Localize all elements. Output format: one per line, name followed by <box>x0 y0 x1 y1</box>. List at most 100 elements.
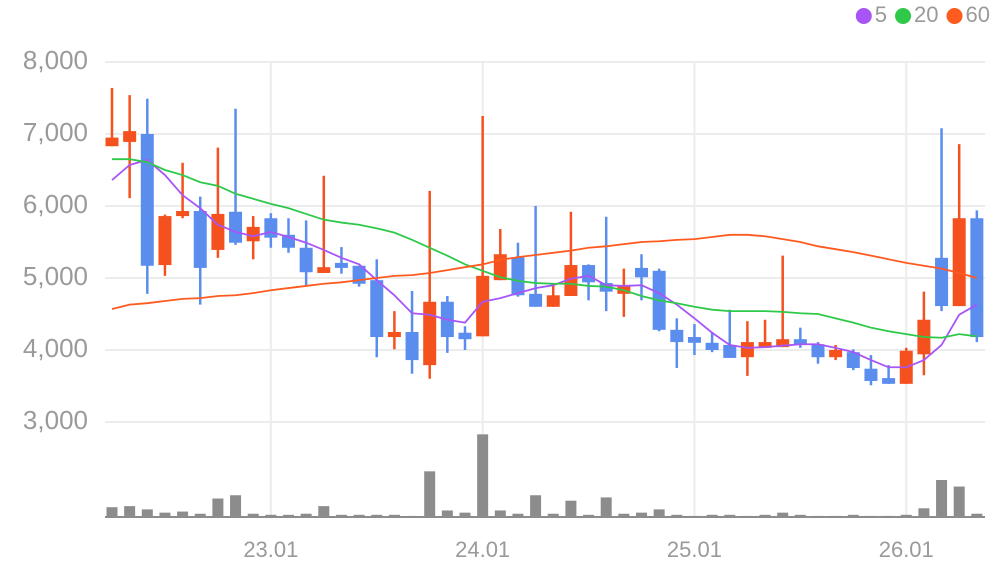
x-tick-label: 25.01 <box>667 537 722 562</box>
candle-body <box>846 352 860 368</box>
volume-bar <box>265 514 277 517</box>
y-tick-label: 6,000 <box>23 189 88 219</box>
candle-body <box>564 265 578 296</box>
volume-bar <box>159 512 171 517</box>
candle <box>776 255 790 348</box>
candle <box>723 309 737 358</box>
volume-bar <box>335 514 347 517</box>
ma-line <box>111 233 978 310</box>
y-tick-label: 4,000 <box>23 333 88 363</box>
candle <box>334 247 348 274</box>
volume-bar <box>706 514 718 517</box>
volume-bar <box>477 434 489 517</box>
volume-bar <box>936 480 948 517</box>
volume-bar <box>106 507 118 517</box>
legend-marker <box>946 8 963 24</box>
candle-body <box>140 134 154 266</box>
candle-body <box>158 216 172 266</box>
candle <box>405 290 419 374</box>
volume-bar <box>530 495 542 517</box>
candle-body <box>123 131 137 142</box>
volume-bar <box>141 509 153 517</box>
volume-bar <box>212 498 224 517</box>
volume-bar <box>583 514 595 517</box>
volume-bar <box>794 514 806 517</box>
candle <box>617 268 631 317</box>
volume-bar <box>512 513 524 517</box>
volume-bar <box>971 513 983 517</box>
candle-body <box>758 342 772 348</box>
candle <box>882 365 896 384</box>
candle <box>758 319 772 348</box>
candle-body <box>776 339 790 348</box>
candle <box>317 175 331 273</box>
volume-bar <box>424 471 436 517</box>
volume-bar <box>671 514 683 517</box>
candle-body <box>334 262 348 268</box>
candle-body <box>211 213 225 250</box>
volume-bar <box>441 510 453 517</box>
candle-body <box>229 211 243 243</box>
volume-bar <box>459 512 471 517</box>
candle-body <box>740 342 754 358</box>
volume-bar <box>300 513 312 517</box>
volume-bar <box>600 497 612 517</box>
x-tick-label: 23.01 <box>243 537 298 562</box>
volume-bar <box>565 500 577 517</box>
candle-body <box>811 344 825 358</box>
legend-label: 20 <box>914 2 938 27</box>
candle <box>140 98 154 294</box>
candle <box>546 283 560 307</box>
candle <box>705 332 719 353</box>
y-tick-label: 7,000 <box>23 117 88 147</box>
candle-body <box>458 332 472 340</box>
candle <box>423 190 437 379</box>
volume-bar <box>918 508 930 517</box>
y-tick-label: 5,000 <box>23 261 88 291</box>
candle <box>387 311 401 350</box>
candle <box>264 213 278 248</box>
volume-bar <box>247 513 259 517</box>
candle-body <box>829 350 843 358</box>
candle-body <box>546 295 560 307</box>
volume-bar <box>900 514 912 517</box>
candle <box>635 254 648 301</box>
volume-bar <box>194 513 206 517</box>
candle-body <box>370 280 384 338</box>
candle-body <box>882 378 896 384</box>
volume-bar <box>547 513 559 517</box>
candle-body <box>582 265 596 283</box>
candle <box>935 128 949 312</box>
candle <box>440 296 454 353</box>
legend-marker <box>855 8 872 24</box>
ma-line <box>112 158 977 339</box>
candle <box>493 229 507 281</box>
candle <box>176 162 190 219</box>
candle-body <box>299 247 313 273</box>
y-tick-label: 8,000 <box>23 45 88 75</box>
volume-bar <box>283 514 294 517</box>
candle-body <box>193 211 207 268</box>
candle-body <box>864 368 878 381</box>
volume-bar <box>953 486 965 517</box>
candle-body <box>687 337 701 343</box>
volume-bar <box>759 514 771 517</box>
candle-body <box>793 339 807 345</box>
candle <box>123 95 137 199</box>
volume-bar <box>388 514 400 517</box>
candle <box>687 324 701 356</box>
volume-bar <box>353 514 365 517</box>
volume-bar <box>494 510 506 517</box>
candle-body <box>635 267 648 278</box>
candle-body <box>705 342 719 350</box>
candle-body <box>952 218 966 307</box>
candle <box>211 147 225 258</box>
candle <box>105 87 119 147</box>
candle <box>599 216 613 312</box>
candle <box>952 144 966 307</box>
candle-body <box>246 226 260 242</box>
candle-body <box>176 211 190 217</box>
volume-bar <box>230 495 242 517</box>
candle <box>476 116 490 337</box>
y-tick-label: 3,000 <box>23 405 88 435</box>
